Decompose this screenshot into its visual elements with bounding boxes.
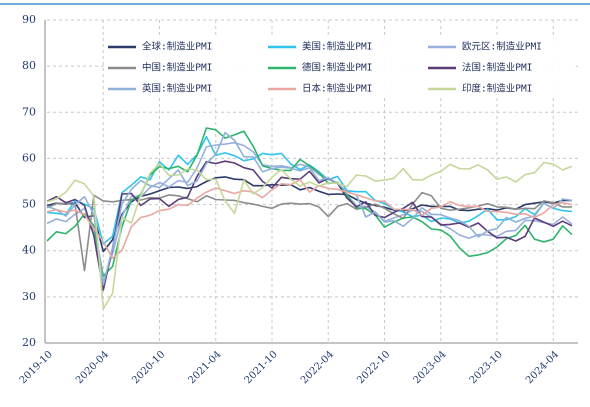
legend-label: 全球:制造业PMI [142,41,212,53]
series-line [46,127,573,277]
series-line [46,178,573,259]
x-tick-label: 2022-10 [355,349,392,386]
series-line [46,161,573,310]
y-tick-label: 30 [22,290,36,303]
y-tick-label: 20 [22,336,36,349]
legend-label: 法国:制造业PMI [462,62,532,74]
series-line [46,131,573,286]
series-line [46,160,573,291]
x-tick-label: 2020-10 [130,349,167,386]
y-tick-label: 60 [22,151,36,164]
legend-label: 德国:制造业PMI [302,62,372,74]
y-tick-label: 70 [22,105,36,118]
legend-label: 美国:制造业PMI [302,41,372,53]
y-tick-label: 90 [22,13,36,26]
series-line [46,135,573,245]
legend-label: 英国:制造业PMI [142,83,212,95]
x-tick-label: 2021-10 [243,349,280,386]
y-tick-label: 40 [22,244,36,257]
x-tick-label: 2019-10 [18,349,55,386]
x-tick-label: 2020-04 [74,349,111,386]
legend-label: 欧元区:制造业PMI [462,41,542,53]
series-line [46,191,572,272]
x-tick-label: 2023-10 [468,349,505,386]
x-tick-label: 2023-04 [411,349,448,386]
legend-label: 中国:制造业PMI [142,62,212,74]
legend-label: 印度:制造业PMI [462,83,532,95]
legend-box [104,36,576,98]
x-tick-label: 2022-04 [299,349,336,386]
x-tick-label: 2021-04 [186,349,223,386]
legend-label: 日本:制造业PMI [302,83,372,95]
y-tick-label: 80 [22,59,36,72]
y-tick-label: 50 [22,198,36,211]
x-tick-label: 2024-04 [524,349,561,386]
